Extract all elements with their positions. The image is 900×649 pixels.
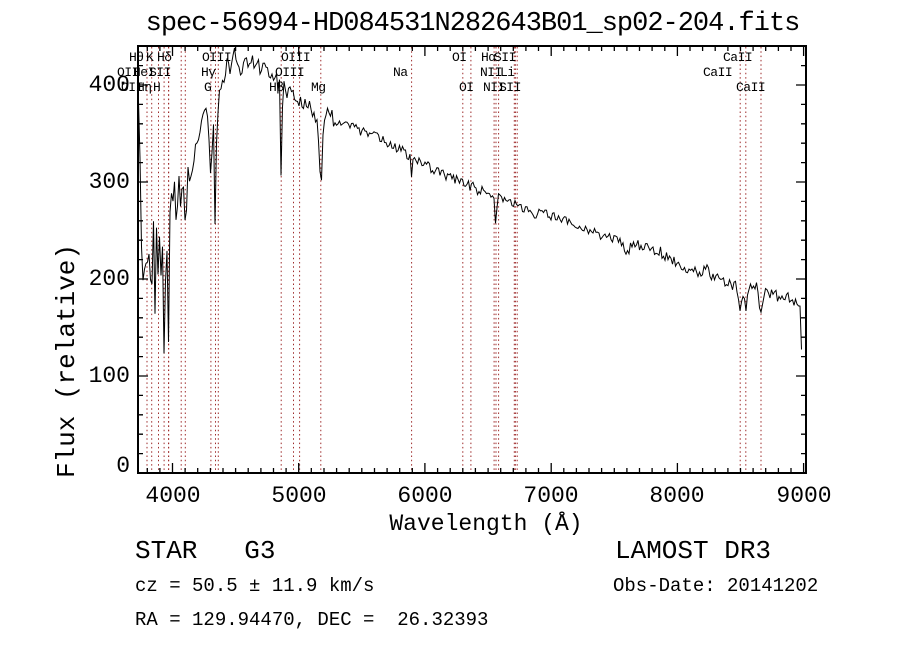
spectral-line-label: OI <box>452 50 467 65</box>
spectral-line-label: SII <box>499 80 521 95</box>
spectral-line-label: HeI <box>133 65 155 80</box>
y-tick-label: 100 <box>88 363 130 389</box>
x-tick-label: 4000 <box>145 483 201 509</box>
spectral-line-label: OIII <box>275 65 305 80</box>
plot-title: spec-56994-HD084531N282643B01_sp02-204.f… <box>145 9 801 39</box>
ra-dec-text: RA = 129.94470, DEC = 26.32393 <box>135 609 489 631</box>
cz-velocity-text: cz = 50.5 ± 11.9 km/s <box>135 575 375 597</box>
spectral-line-label: OII <box>121 80 143 95</box>
spectral-line-label: OI <box>459 80 474 95</box>
spectrum-curve <box>138 47 802 354</box>
spectral-line-label: CaII <box>736 80 766 95</box>
spectral-line-label: NII <box>480 65 502 80</box>
spectral-line-label: Hη <box>137 80 152 95</box>
spectral-line-label: G <box>204 80 212 95</box>
spectral-line-label: OII <box>117 65 139 80</box>
obs-date-text: Obs-Date: 20141202 <box>613 575 819 597</box>
spectral-line-label: Li <box>500 65 515 80</box>
spectral-line-label: Na <box>393 65 408 80</box>
spectral-line-label: SII <box>149 65 171 80</box>
y-tick-label: 0 <box>116 453 130 479</box>
spectral-line-label: Hγ <box>201 65 216 80</box>
x-tick-label: 6000 <box>397 483 453 509</box>
y-tick-label: 300 <box>88 169 130 195</box>
spectral-line-label: NII <box>483 80 505 95</box>
object-class-text: STAR G3 <box>135 536 276 566</box>
spectral-line-label: Hβ <box>269 80 284 95</box>
spectral-line-label: CaII <box>723 50 753 65</box>
x-tick-label: 7000 <box>523 483 579 509</box>
spectral-line-label: SII <box>494 50 516 65</box>
spectral-line-label: CaII <box>703 65 733 80</box>
x-tick-label: 8000 <box>649 483 705 509</box>
x-tick-label: 5000 <box>271 483 327 509</box>
y-tick-label: 200 <box>88 266 130 292</box>
survey-release-text: LAMOST DR3 <box>615 536 772 566</box>
plot-frame <box>137 45 807 474</box>
y-tick-label: 400 <box>88 72 130 98</box>
spectral-line-label: Mg <box>311 80 326 95</box>
spectral-line-label: H <box>153 80 161 95</box>
spectral-line-label: OIII <box>202 50 232 65</box>
x-axis-title: Wavelength (Å) <box>389 511 583 537</box>
x-tick-label: 9000 <box>776 483 832 509</box>
spectral-line-label: Hδ <box>157 50 172 65</box>
spectral-line-label: K <box>146 50 154 65</box>
spectral-line-label: Hα <box>481 50 496 65</box>
spectral-line-label: Hθ <box>129 50 144 65</box>
spectral-line-label: OIII <box>281 50 311 65</box>
